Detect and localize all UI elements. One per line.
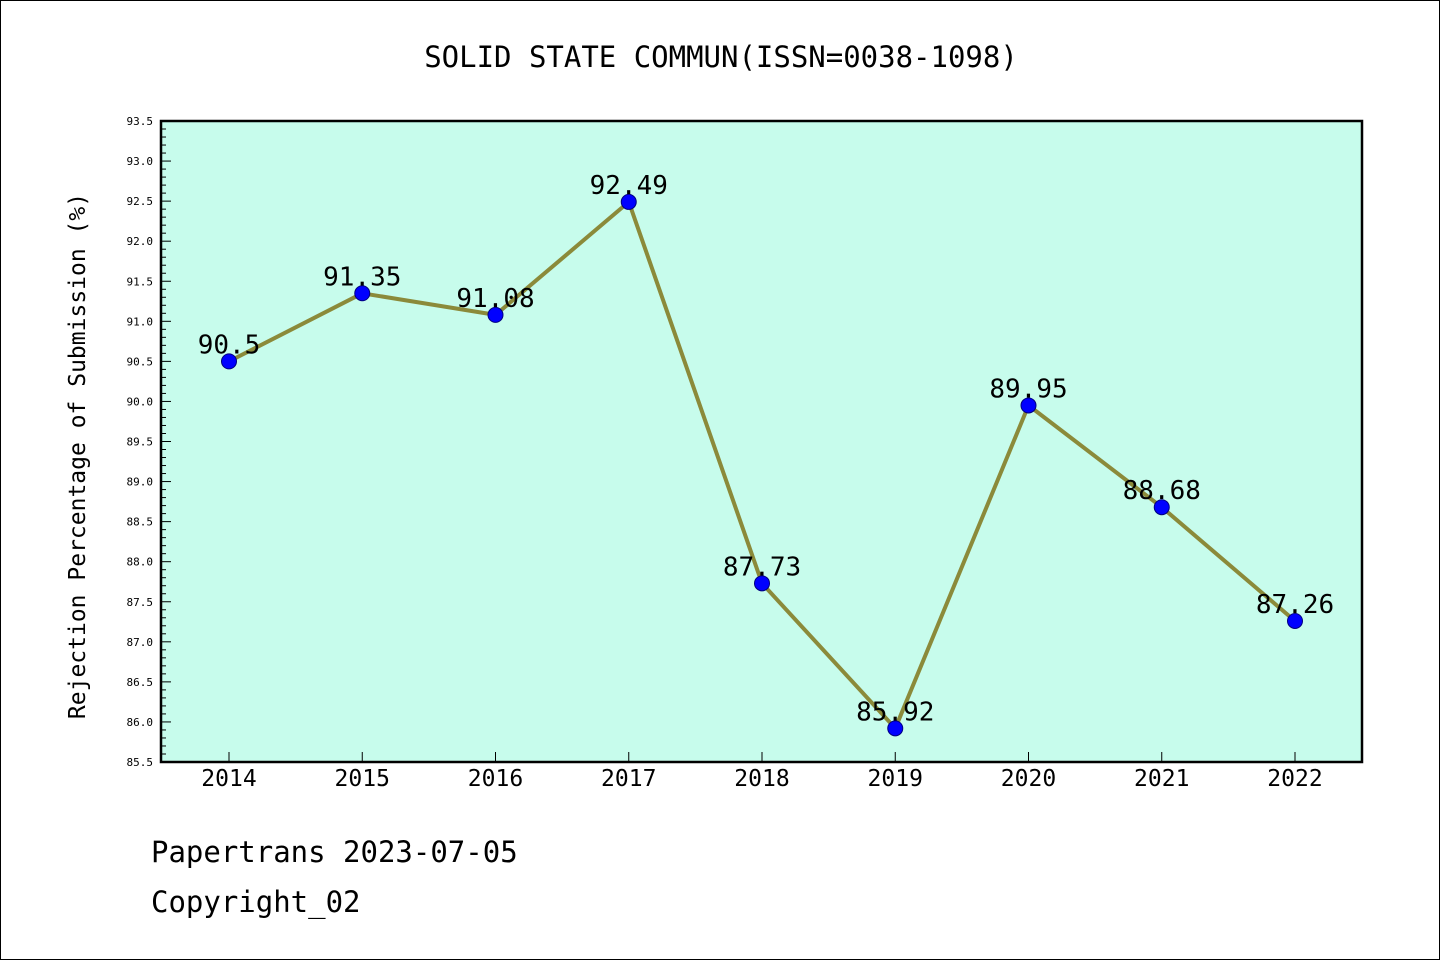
y-tick-label: 87.0 <box>127 636 154 649</box>
y-tick-label: 91.0 <box>127 315 154 328</box>
y-tick-label: 92.0 <box>127 235 154 248</box>
data-point <box>1020 397 1037 414</box>
data-labels: 90.5 91.35 91.08 92.49 87.73 85.92 89.95 88.68 8… <box>198 171 1334 727</box>
data-label: 91.08 <box>456 284 534 314</box>
x-axis-ticks: 2014 2015 2016 2017 2018 2019 2020 2021 2022 <box>201 752 1323 792</box>
y-tick-label: 86.5 <box>127 676 154 689</box>
data-label: 87.73 <box>723 552 801 582</box>
x-tick-label: 2019 <box>868 766 923 792</box>
data-label: 90.5 <box>198 330 261 360</box>
y-tick-label: 91.5 <box>127 275 154 288</box>
data-label: 87.26 <box>1256 590 1334 620</box>
y-tick-label: 86.0 <box>127 716 154 729</box>
y-tick-label: 90.0 <box>127 395 154 408</box>
data-label: 92.49 <box>590 171 668 201</box>
chart-title: SOLID STATE COMMUN(ISSN=0038-1098) <box>424 40 1018 74</box>
data-point <box>754 575 770 592</box>
y-tick-label: 88.0 <box>127 556 154 569</box>
y-tick-label: 89.0 <box>127 476 154 489</box>
y-tick-label: 93.5 <box>127 115 154 128</box>
y-tick-label: 92.5 <box>127 195 154 208</box>
y-tick-label: 87.5 <box>127 596 154 609</box>
series-line <box>221 193 1303 737</box>
y-axis-ticks: 85.5 86.0 86.5 87.0 87.5 88.0 88.5 89.0 89.5 90.0… <box>127 115 171 769</box>
x-tick-label: 2020 <box>1001 766 1056 792</box>
data-label: 89.95 <box>989 374 1067 404</box>
x-tick-label: 2016 <box>468 766 523 792</box>
data-point <box>221 353 237 370</box>
y-tick-label: 85.5 <box>127 756 154 769</box>
data-point <box>487 306 504 323</box>
data-point <box>354 285 371 302</box>
y-tick-label: 89.5 <box>127 436 154 449</box>
plot-area <box>159 119 1364 764</box>
y-tick-label: 93.0 <box>127 155 154 168</box>
x-tick-label: 2015 <box>335 766 390 792</box>
data-label: 88.68 <box>1123 476 1201 506</box>
footer-copyright: Copyright_02 <box>151 885 361 919</box>
data-label: 91.35 <box>323 262 401 292</box>
x-tick-label: 2014 <box>201 766 256 792</box>
y-tick-label: 90.5 <box>127 355 154 368</box>
y-axis-label: Rejection Percentage of Submission (%) <box>65 193 91 719</box>
x-tick-label: 2017 <box>601 766 656 792</box>
x-tick-label: 2022 <box>1267 766 1322 792</box>
data-label: 85.92 <box>856 697 934 727</box>
data-point <box>1287 612 1303 629</box>
x-tick-label: 2021 <box>1134 766 1189 792</box>
data-point <box>1153 499 1170 516</box>
data-point <box>887 720 904 737</box>
footer-date: Papertrans 2023-07-05 <box>151 835 518 869</box>
y-tick-label: 88.5 <box>127 516 154 529</box>
x-tick-label: 2018 <box>734 766 789 792</box>
data-point <box>620 193 637 210</box>
